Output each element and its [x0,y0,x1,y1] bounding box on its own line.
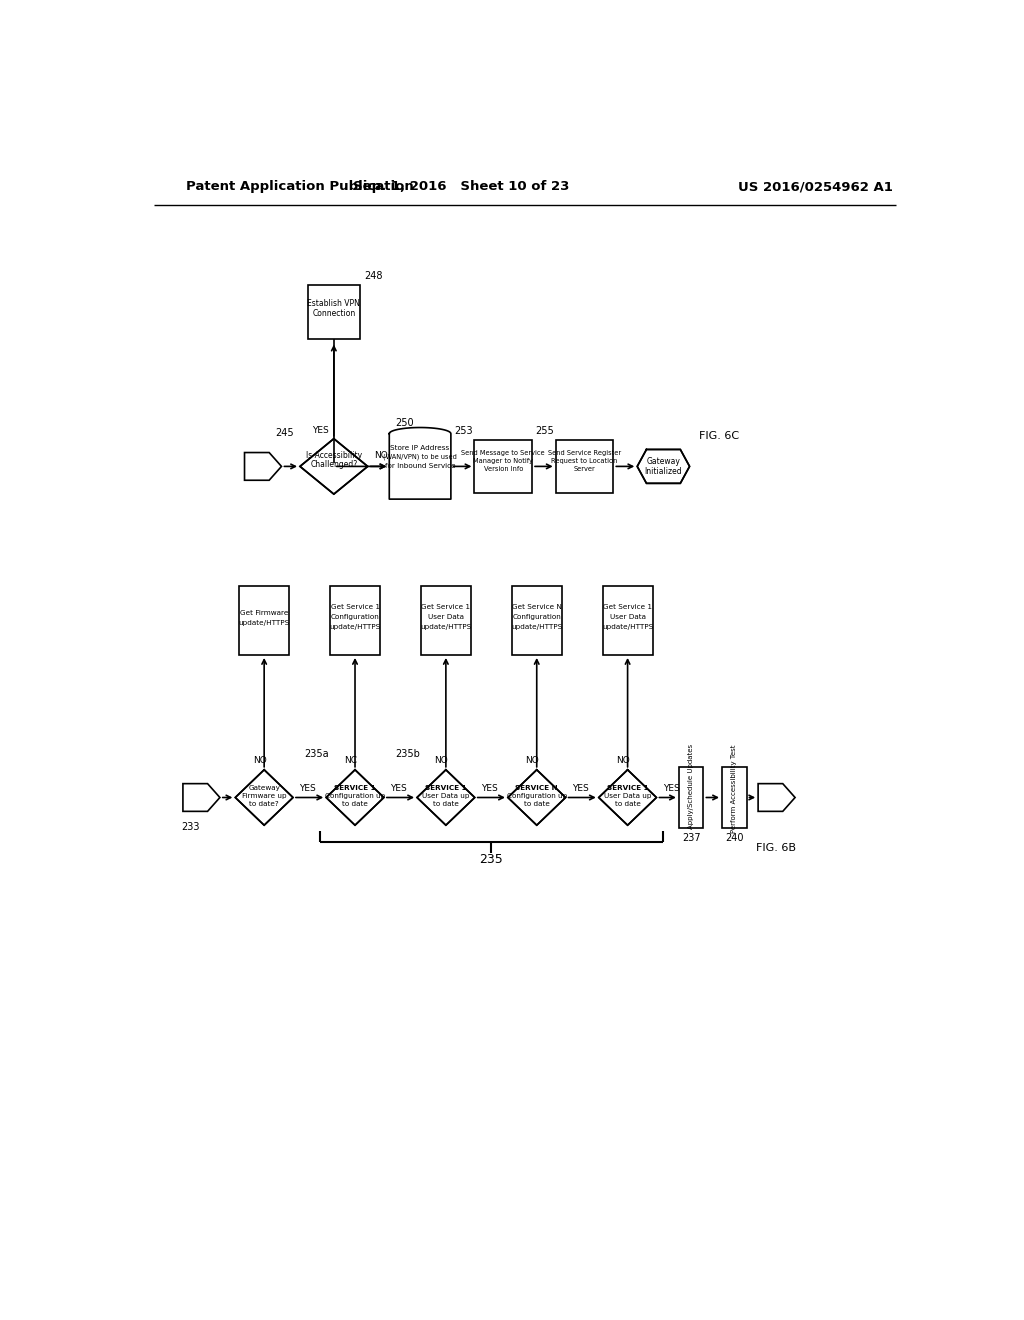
Text: 235a: 235a [304,750,329,759]
Text: US 2016/0254962 A1: US 2016/0254962 A1 [738,181,893,194]
Text: update/HTTPS: update/HTTPS [239,620,290,627]
Text: 255: 255 [536,426,554,436]
Text: Configuration up: Configuration up [325,793,385,799]
Text: User Data up: User Data up [604,793,651,799]
Polygon shape [758,784,795,812]
Text: Send Message to Service: Send Message to Service [462,450,545,455]
Text: 250: 250 [395,418,414,428]
Text: YES: YES [311,426,329,436]
Polygon shape [245,453,282,480]
Text: 248: 248 [365,271,383,281]
Text: 240: 240 [725,833,743,842]
Bar [307,285,360,339]
Text: YES: YES [663,784,679,793]
Text: Request to Location: Request to Location [551,458,617,465]
Text: Connection: Connection [312,309,355,318]
Bar [240,586,289,655]
Text: to date: to date [433,801,459,808]
Text: FIG. 6B: FIG. 6B [756,842,796,853]
Text: 253: 253 [455,426,473,436]
Text: Gateway: Gateway [248,785,281,791]
Text: Establish VPN: Establish VPN [307,298,360,308]
Text: YES: YES [390,784,407,793]
Text: Manager to Notify: Manager to Notify [473,458,534,465]
Text: Firmware up: Firmware up [242,793,287,799]
Text: to date: to date [614,801,641,808]
Text: update/HTTPS: update/HTTPS [511,624,562,631]
Text: Configuration: Configuration [331,614,379,619]
Text: YES: YES [299,784,316,793]
Text: (WAN/VPN) to be used: (WAN/VPN) to be used [383,454,457,461]
Text: Sep. 1, 2016   Sheet 10 of 23: Sep. 1, 2016 Sheet 10 of 23 [353,181,569,194]
Bar [330,586,380,655]
Bar [512,586,562,655]
Text: NO: NO [374,451,388,461]
Text: to date: to date [524,801,550,808]
Text: to date: to date [342,801,368,808]
Text: Server: Server [573,466,595,473]
Text: FIG. 6C: FIG. 6C [698,430,739,441]
Text: Get Service 1: Get Service 1 [331,603,380,610]
Text: Configuration: Configuration [512,614,561,619]
Text: SERVICE N: SERVICE N [515,785,558,791]
Text: 237: 237 [682,833,700,842]
Text: Challenged?: Challenged? [310,459,357,469]
Text: Configuration up: Configuration up [507,793,567,799]
Text: NO: NO [616,756,630,766]
Text: YES: YES [481,784,498,793]
Text: Version Info: Version Info [483,466,523,473]
Text: 245: 245 [275,428,294,437]
Bar [421,586,471,655]
Text: for Inbound Service: for Inbound Service [385,462,456,469]
Polygon shape [236,770,293,825]
Text: 233: 233 [181,822,200,832]
Text: 235: 235 [479,853,503,866]
Polygon shape [637,449,689,483]
Polygon shape [417,770,475,825]
Text: NO: NO [525,756,539,766]
Text: update/HTTPS: update/HTTPS [602,624,653,631]
Polygon shape [183,784,220,812]
Text: Get Firmware: Get Firmware [240,610,289,615]
Text: Store IP Address: Store IP Address [390,445,450,451]
Text: Send Service Register: Send Service Register [548,450,621,455]
Text: Get Service N: Get Service N [512,603,562,610]
Bar [679,767,703,829]
Text: Initialized: Initialized [644,467,682,477]
Bar [602,586,652,655]
Text: update/HTTPS: update/HTTPS [330,624,381,631]
Text: User Data: User Data [428,614,464,619]
Text: Get Service 1: Get Service 1 [603,603,652,610]
Text: to date?: to date? [249,801,279,808]
Bar [474,441,532,492]
Bar [722,767,746,829]
Text: SERVICE 1: SERVICE 1 [334,785,376,791]
Polygon shape [300,438,368,494]
Polygon shape [389,428,451,499]
Text: SERVICE 1: SERVICE 1 [607,785,648,791]
Text: SERVICE 1: SERVICE 1 [425,785,467,791]
Text: update/HTTPS: update/HTTPS [420,624,471,631]
Polygon shape [599,770,656,825]
Text: YES: YES [571,784,589,793]
Text: NO: NO [434,756,449,766]
Text: User Data: User Data [609,614,645,619]
Text: Patent Application Publication: Patent Application Publication [186,181,414,194]
Text: NO: NO [253,756,266,766]
Polygon shape [508,770,565,825]
Polygon shape [326,770,384,825]
Text: Perform Accessibility Test: Perform Accessibility Test [731,744,737,833]
Text: NC: NC [344,756,357,766]
Bar [556,441,613,492]
Text: Gateway: Gateway [646,457,680,466]
Text: User Data up: User Data up [422,793,470,799]
Text: Is Accessibility: Is Accessibility [306,451,361,461]
Text: 235b: 235b [395,750,420,759]
Text: Get Service 1: Get Service 1 [421,603,470,610]
Text: Apply/Schedule Updates: Apply/Schedule Updates [688,743,694,829]
